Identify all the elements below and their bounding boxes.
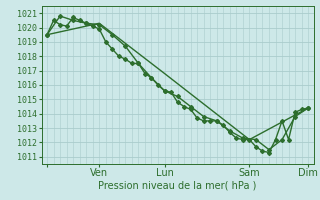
X-axis label: Pression niveau de la mer( hPa ): Pression niveau de la mer( hPa ) <box>99 181 257 191</box>
